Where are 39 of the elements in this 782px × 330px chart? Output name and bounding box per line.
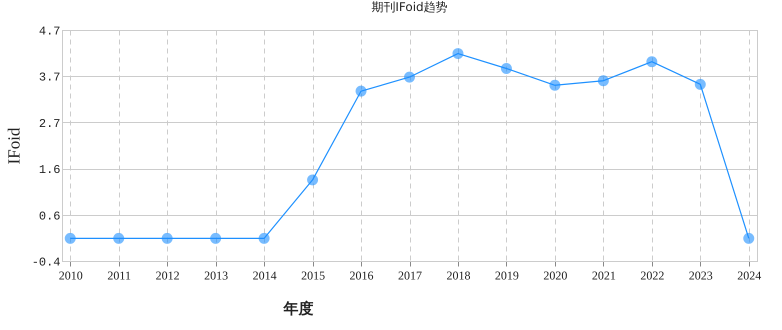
point [500, 63, 512, 74]
point [113, 232, 124, 244]
y-tick-label: 4.7 [38, 24, 60, 38]
x-tick-label: 2020 [543, 268, 568, 282]
chart-title: 期刊IFoid趋势 [371, 0, 448, 14]
point [210, 232, 222, 244]
x-tick-label: 2012 [156, 268, 180, 282]
x-axis-title: 年度 [282, 300, 314, 318]
x-tick-label: 2024 [737, 268, 762, 282]
point [743, 232, 754, 244]
y-tick-label: 3.7 [38, 70, 60, 85]
point [694, 78, 706, 90]
x-tick-label: 2023 [688, 268, 713, 282]
x-tick-label: 2022 [640, 268, 664, 282]
point [404, 72, 415, 83]
point [356, 86, 367, 97]
point [307, 174, 318, 186]
x-tick-label: 2017 [398, 268, 422, 282]
y-axis-title: IFoid [4, 127, 24, 164]
point [258, 232, 270, 244]
point [162, 232, 173, 244]
y-tick-label: 0.6 [38, 209, 60, 224]
x-tick-label: 2021 [592, 268, 616, 282]
y-tick-label: 1.6 [38, 163, 60, 178]
point [452, 48, 464, 60]
x-tick-label: 2018 [446, 268, 470, 282]
x-tick-label: 2011 [107, 268, 131, 282]
point [598, 75, 609, 86]
x-tick-label: 2015 [301, 268, 326, 282]
point [549, 80, 560, 91]
x-tick-label: 2013 [204, 268, 228, 282]
x-tick-label: 2019 [494, 268, 519, 282]
x-tick-label: 2016 [350, 268, 374, 282]
x-tick-label: 2014 [252, 268, 277, 282]
x-tick-label: 2010 [58, 268, 83, 282]
point [646, 56, 658, 68]
y-tick-label: 2.7 [38, 116, 60, 131]
y-tick-label: -0.4 [32, 256, 60, 270]
point [64, 232, 76, 244]
